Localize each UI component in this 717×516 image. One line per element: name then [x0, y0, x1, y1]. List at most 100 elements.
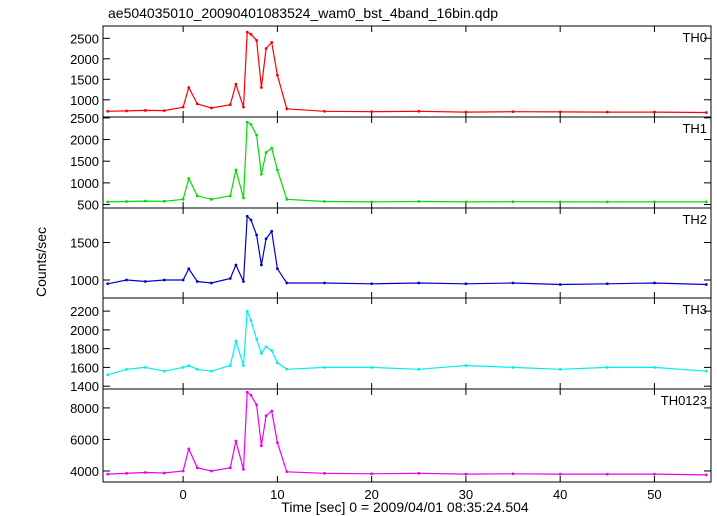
data-point — [704, 283, 708, 286]
data-point — [249, 122, 253, 126]
data-point — [249, 319, 253, 322]
y-tick-label: 1500 — [70, 236, 99, 251]
data-point — [558, 472, 562, 476]
data-point — [464, 282, 468, 286]
data-point — [242, 467, 245, 471]
data-point — [125, 109, 128, 113]
data-point — [323, 471, 326, 475]
data-point — [144, 109, 147, 112]
panel-frame — [102, 25, 712, 118]
panel-th3: 1400 1600 1800 2000 2200 TH3 — [70, 297, 712, 394]
series-line-th2 — [107, 214, 707, 286]
data-point — [704, 369, 708, 373]
data-point — [106, 472, 110, 476]
data-point — [195, 466, 199, 470]
data-point — [323, 109, 326, 113]
data-point — [245, 309, 249, 313]
data-point — [255, 133, 259, 137]
data-point — [162, 199, 166, 203]
data-point — [187, 86, 191, 89]
data-point — [125, 200, 128, 203]
data-point — [162, 471, 166, 475]
y-tick-label: 2500 — [70, 111, 99, 126]
y-tick-label: 6000 — [70, 432, 99, 447]
panel-frame — [102, 388, 712, 483]
y-tick-label: 2000 — [70, 133, 99, 148]
data-point — [195, 102, 199, 106]
data-point — [125, 367, 128, 371]
data-point — [228, 364, 232, 367]
data-point — [106, 109, 110, 113]
data-point — [275, 73, 279, 77]
data-point — [106, 373, 110, 377]
data-point — [255, 38, 259, 42]
panel-label: TH0 — [682, 30, 707, 45]
panel-th1: 500 1000 1500 2000 2500 TH1 — [70, 111, 712, 213]
data-point — [187, 267, 191, 271]
series-line-th1 — [107, 121, 707, 203]
data-point — [323, 281, 326, 285]
data-point — [704, 473, 708, 477]
data-point — [370, 366, 374, 369]
panel-label: TH2 — [682, 212, 707, 227]
data-point — [125, 278, 128, 282]
data-point — [181, 278, 185, 282]
data-point — [270, 349, 274, 352]
y-tick-label: 2000 — [70, 323, 99, 338]
data-point — [187, 447, 191, 451]
panel-th2: 1000 1500 TH2 — [70, 207, 712, 299]
data-point — [270, 146, 274, 150]
data-point — [370, 200, 374, 204]
data-point — [704, 200, 708, 204]
data-point — [187, 177, 191, 180]
panel-label: TH0123 — [661, 393, 707, 408]
data-point — [285, 107, 289, 111]
y-tick-label: 1400 — [70, 379, 99, 394]
y-tick-label: 1600 — [70, 360, 99, 375]
data-point — [162, 278, 166, 282]
x-tick-label: 10 — [270, 487, 284, 502]
data-point — [558, 283, 562, 286]
data-point — [605, 110, 609, 114]
data-point — [187, 364, 191, 367]
data-point — [275, 441, 279, 444]
data-point — [275, 267, 279, 271]
panels-group: 1000 1500 2000 2500 TH0 500 1000 1500 2000 2500 TH… — [70, 25, 712, 483]
data-point — [255, 403, 259, 407]
y-tick-label: 4000 — [70, 464, 99, 479]
data-point — [605, 200, 609, 204]
data-point — [417, 281, 421, 285]
panel-frame — [102, 297, 712, 390]
y-tick-label: 1000 — [70, 273, 99, 288]
data-point — [234, 439, 238, 443]
data-point — [249, 218, 253, 222]
data-point — [270, 229, 274, 233]
data-point — [195, 367, 199, 371]
panel-label: TH3 — [682, 302, 707, 317]
y-axis-label: Counts/sec — [33, 227, 49, 297]
data-point — [270, 409, 274, 413]
data-point — [285, 197, 289, 201]
data-point — [144, 280, 147, 283]
data-point — [255, 337, 259, 341]
data-point — [370, 282, 374, 286]
panel-frame — [102, 207, 712, 299]
data-point — [285, 470, 289, 474]
data-point — [181, 197, 185, 201]
data-point — [245, 30, 249, 34]
data-point — [464, 472, 468, 476]
data-point — [242, 364, 245, 367]
data-point — [285, 281, 289, 285]
data-point — [370, 110, 374, 114]
data-point — [511, 472, 515, 476]
x-tick-label: 50 — [647, 487, 661, 502]
data-point — [162, 369, 166, 373]
x-tick-label: 0 — [180, 487, 187, 502]
data-point — [162, 109, 166, 113]
data-point — [323, 366, 326, 369]
data-point — [558, 110, 562, 114]
data-point — [605, 472, 609, 476]
data-point — [370, 472, 374, 476]
data-point — [234, 339, 238, 343]
data-point — [323, 200, 326, 203]
